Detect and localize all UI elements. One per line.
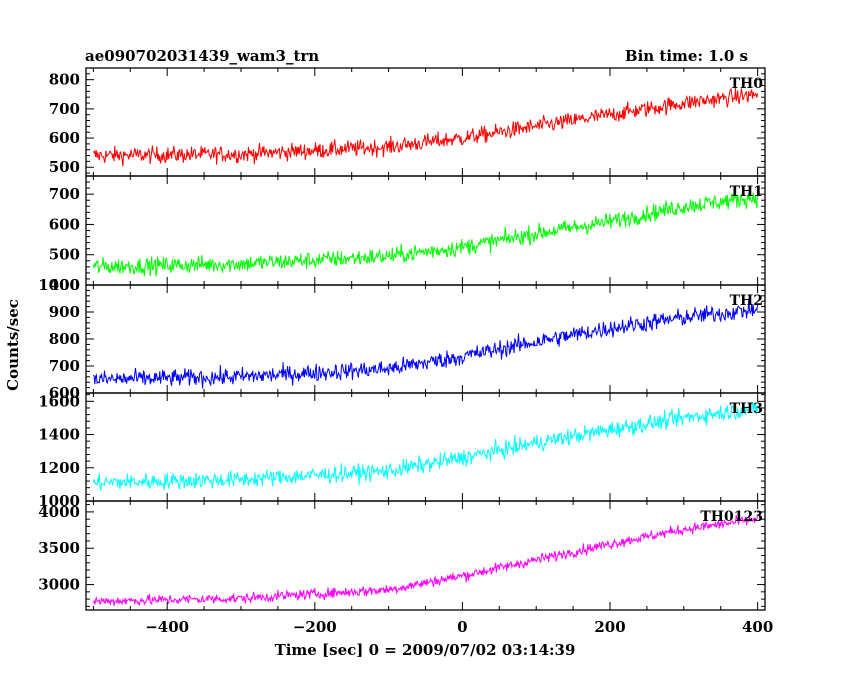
panel-th0: 500 600 700 800 TH0 <box>49 67 766 177</box>
y-tick-label: 600 <box>49 129 80 147</box>
y-tick-label: 500 <box>49 246 80 264</box>
y-axis-label: Counts/sec <box>4 299 22 391</box>
panel-label-th3: TH3 <box>730 401 763 417</box>
panel-th3: 1000 1200 1400 1600 TH3 <box>38 392 766 510</box>
panel-frame <box>85 500 766 611</box>
panel-label-th1: TH1 <box>730 184 763 200</box>
y-tick-label: 600 <box>49 384 80 402</box>
y-tick-label: 1600 <box>38 392 80 410</box>
y-tick-label: 1000 <box>38 276 80 294</box>
y-tick-label: 500 <box>49 158 80 176</box>
x-tick-label: −400 <box>145 618 189 636</box>
y-tick-label: 3500 <box>38 539 80 557</box>
bin-time-label: Bin time: 1.0 s <box>625 47 748 65</box>
x-tick-label: 400 <box>742 618 773 636</box>
series-line-th0123 <box>92 515 759 606</box>
x-tick-label: 200 <box>594 618 625 636</box>
y-tick-label: 1000 <box>38 492 80 510</box>
panel-th0123: 3000 3500 4000 TH0123 <box>38 500 766 611</box>
y-tick-label: 3000 <box>38 576 80 594</box>
x-tick-label: −200 <box>293 618 337 636</box>
y-tick-label: 800 <box>49 71 80 89</box>
y-tick-label: 700 <box>49 100 80 118</box>
y-tick-label: 700 <box>49 185 80 203</box>
panel-frame <box>85 67 766 177</box>
panel-label-th0123: TH0123 <box>700 509 763 525</box>
y-tick-label: 700 <box>49 357 80 375</box>
panel-frame <box>85 284 766 394</box>
x-tick-labels: −400 −200 0 200 400 <box>145 618 773 636</box>
x-axis-label: Time [sec] 0 = 2009/07/02 03:14:39 <box>275 641 576 659</box>
y-tick-label: 600 <box>49 215 80 233</box>
x-tick-label: 0 <box>457 618 467 636</box>
panels-group: 500 600 700 800 TH0 400 500 600 700 TH1 600 700 800 9… <box>38 67 766 611</box>
panel-th1: 400 500 600 700 TH1 <box>49 175 766 294</box>
panel-label-th0: TH0 <box>730 76 764 92</box>
series-line-th2 <box>92 298 759 389</box>
y-tick-label: 900 <box>49 303 80 321</box>
panel-label-th2: TH2 <box>730 293 763 309</box>
y-tick-label: 1200 <box>38 459 80 477</box>
y-tick-label: 400 <box>49 276 80 294</box>
chart-title: ae090702031439_wam3_trn <box>85 47 319 65</box>
panel-th2: 600 700 800 900 1000 TH2 <box>38 276 766 402</box>
series-line-th1 <box>92 189 759 277</box>
y-tick-label: 800 <box>49 330 80 348</box>
series-line-th0 <box>92 87 759 167</box>
y-tick-label: 1400 <box>38 426 80 444</box>
y-tick-label: 4000 <box>38 503 80 521</box>
series-line-th3 <box>92 401 759 491</box>
